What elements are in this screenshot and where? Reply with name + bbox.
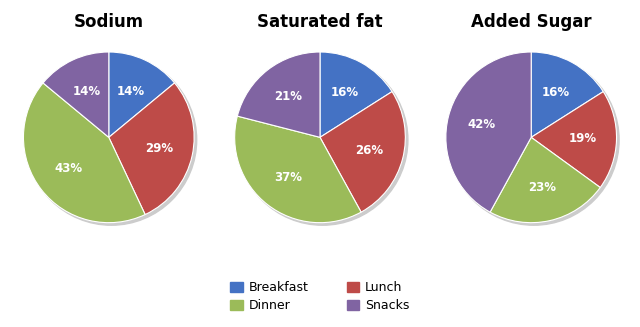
Text: 16%: 16% bbox=[331, 86, 359, 99]
Wedge shape bbox=[531, 52, 604, 137]
Text: 29%: 29% bbox=[145, 142, 173, 155]
Wedge shape bbox=[490, 137, 600, 223]
Title: Saturated fat: Saturated fat bbox=[257, 13, 383, 31]
Wedge shape bbox=[235, 116, 361, 223]
Wedge shape bbox=[320, 52, 392, 137]
Text: 19%: 19% bbox=[568, 132, 596, 146]
Text: 21%: 21% bbox=[275, 90, 303, 103]
Circle shape bbox=[449, 55, 619, 225]
Circle shape bbox=[237, 55, 408, 225]
Wedge shape bbox=[109, 83, 194, 215]
Text: 16%: 16% bbox=[542, 86, 570, 99]
Title: Sodium: Sodium bbox=[74, 13, 144, 31]
Wedge shape bbox=[237, 52, 320, 137]
Wedge shape bbox=[446, 52, 531, 212]
Circle shape bbox=[26, 55, 196, 225]
Wedge shape bbox=[43, 52, 109, 137]
Text: 43%: 43% bbox=[54, 162, 83, 175]
Text: 14%: 14% bbox=[116, 84, 145, 97]
Wedge shape bbox=[24, 83, 145, 223]
Text: 26%: 26% bbox=[356, 144, 383, 157]
Text: 37%: 37% bbox=[275, 171, 303, 184]
Wedge shape bbox=[320, 92, 405, 212]
Wedge shape bbox=[109, 52, 175, 137]
Text: 23%: 23% bbox=[529, 181, 556, 194]
Wedge shape bbox=[531, 92, 616, 187]
Text: 42%: 42% bbox=[468, 118, 495, 131]
Text: 14%: 14% bbox=[73, 84, 101, 97]
Legend: Breakfast, Dinner, Lunch, Snacks: Breakfast, Dinner, Lunch, Snacks bbox=[225, 277, 415, 318]
Title: Added Sugar: Added Sugar bbox=[471, 13, 591, 31]
